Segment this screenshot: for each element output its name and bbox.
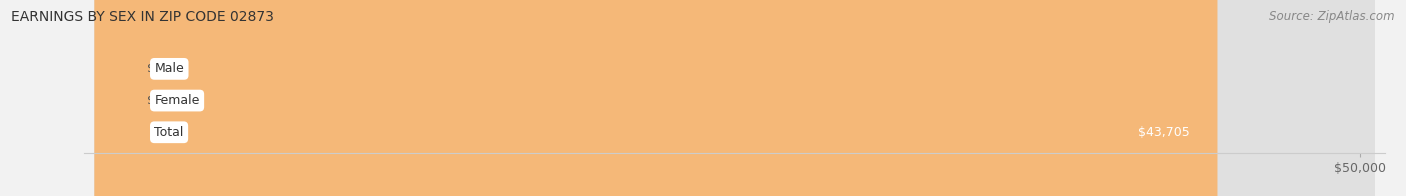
FancyBboxPatch shape xyxy=(94,0,1375,196)
FancyBboxPatch shape xyxy=(94,0,1375,196)
Text: Male: Male xyxy=(155,62,184,75)
Text: Total: Total xyxy=(155,126,184,139)
Text: $0: $0 xyxy=(146,94,163,107)
FancyBboxPatch shape xyxy=(94,0,1375,196)
Text: EARNINGS BY SEX IN ZIP CODE 02873: EARNINGS BY SEX IN ZIP CODE 02873 xyxy=(11,10,274,24)
Text: Female: Female xyxy=(155,94,200,107)
FancyBboxPatch shape xyxy=(94,0,1218,196)
Text: $43,705: $43,705 xyxy=(1139,126,1189,139)
Text: $0: $0 xyxy=(146,62,163,75)
Text: Source: ZipAtlas.com: Source: ZipAtlas.com xyxy=(1270,10,1395,23)
